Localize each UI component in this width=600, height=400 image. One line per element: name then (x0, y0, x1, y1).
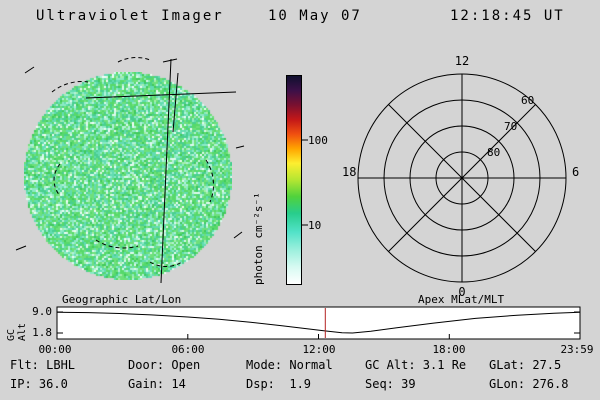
gc-alt-tick-low: 1.8 (24, 326, 52, 339)
header-time: 12:18:45 UT (450, 8, 565, 24)
mlt-label-6: 6 (572, 165, 579, 179)
header-date: 10 May 07 (268, 8, 362, 24)
status-ip: IP: 36.0 (10, 377, 68, 391)
status-seq: Seq: 39 (365, 377, 416, 391)
gc-alt-tick-high: 9.0 (24, 305, 52, 318)
colorbar-units-label: photon cm⁻²s⁻¹ (252, 75, 265, 285)
app-title: Ultraviolet Imager (36, 8, 224, 24)
geographic-panel-title: Geographic Lat/Lon (62, 293, 181, 306)
status-gain: Gain: 14 (128, 377, 186, 391)
time-tick-0000: 00:00 (38, 343, 71, 356)
mlt-label-12: 12 (455, 54, 469, 68)
colorbar-tick-100: 100 (308, 134, 328, 147)
colorbar-tickmarks (302, 140, 308, 225)
time-tick-1200: 12:00 (302, 343, 335, 356)
polar-grid (358, 74, 566, 282)
status-dsp: Dsp: 1.9 (246, 377, 311, 391)
gc-alt-curve (57, 312, 580, 333)
status-mode: Mode: Normal (246, 358, 333, 372)
time-tick-1800: 18:00 (432, 343, 465, 356)
status-gc-alt: GC Alt: 3.1 Re (365, 358, 466, 372)
status-flt: Flt: LBHL (10, 358, 75, 372)
apex-panel-title: Apex MLat/MLT (418, 293, 504, 306)
colorbar (286, 75, 302, 285)
mlat-label-70: 70 (504, 120, 517, 133)
time-tick-2359: 23:59 (560, 343, 593, 356)
time-tick-0600: 06:00 (171, 343, 204, 356)
status-glon: GLon: 276.8 (489, 377, 568, 391)
colorbar-tick-10: 10 (308, 219, 321, 232)
timeline-frame (57, 307, 580, 339)
mlt-label-18: 18 (342, 165, 356, 179)
status-glat: GLat: 27.5 (489, 358, 561, 372)
uvi-display: Ultraviolet Imager 10 May 07 12:18:45 UT (0, 0, 600, 400)
mlat-label-60: 60 (521, 94, 534, 107)
uv-image-disk (24, 72, 232, 280)
mlat-label-80: 80 (487, 146, 500, 159)
status-door: Door: Open (128, 358, 200, 372)
